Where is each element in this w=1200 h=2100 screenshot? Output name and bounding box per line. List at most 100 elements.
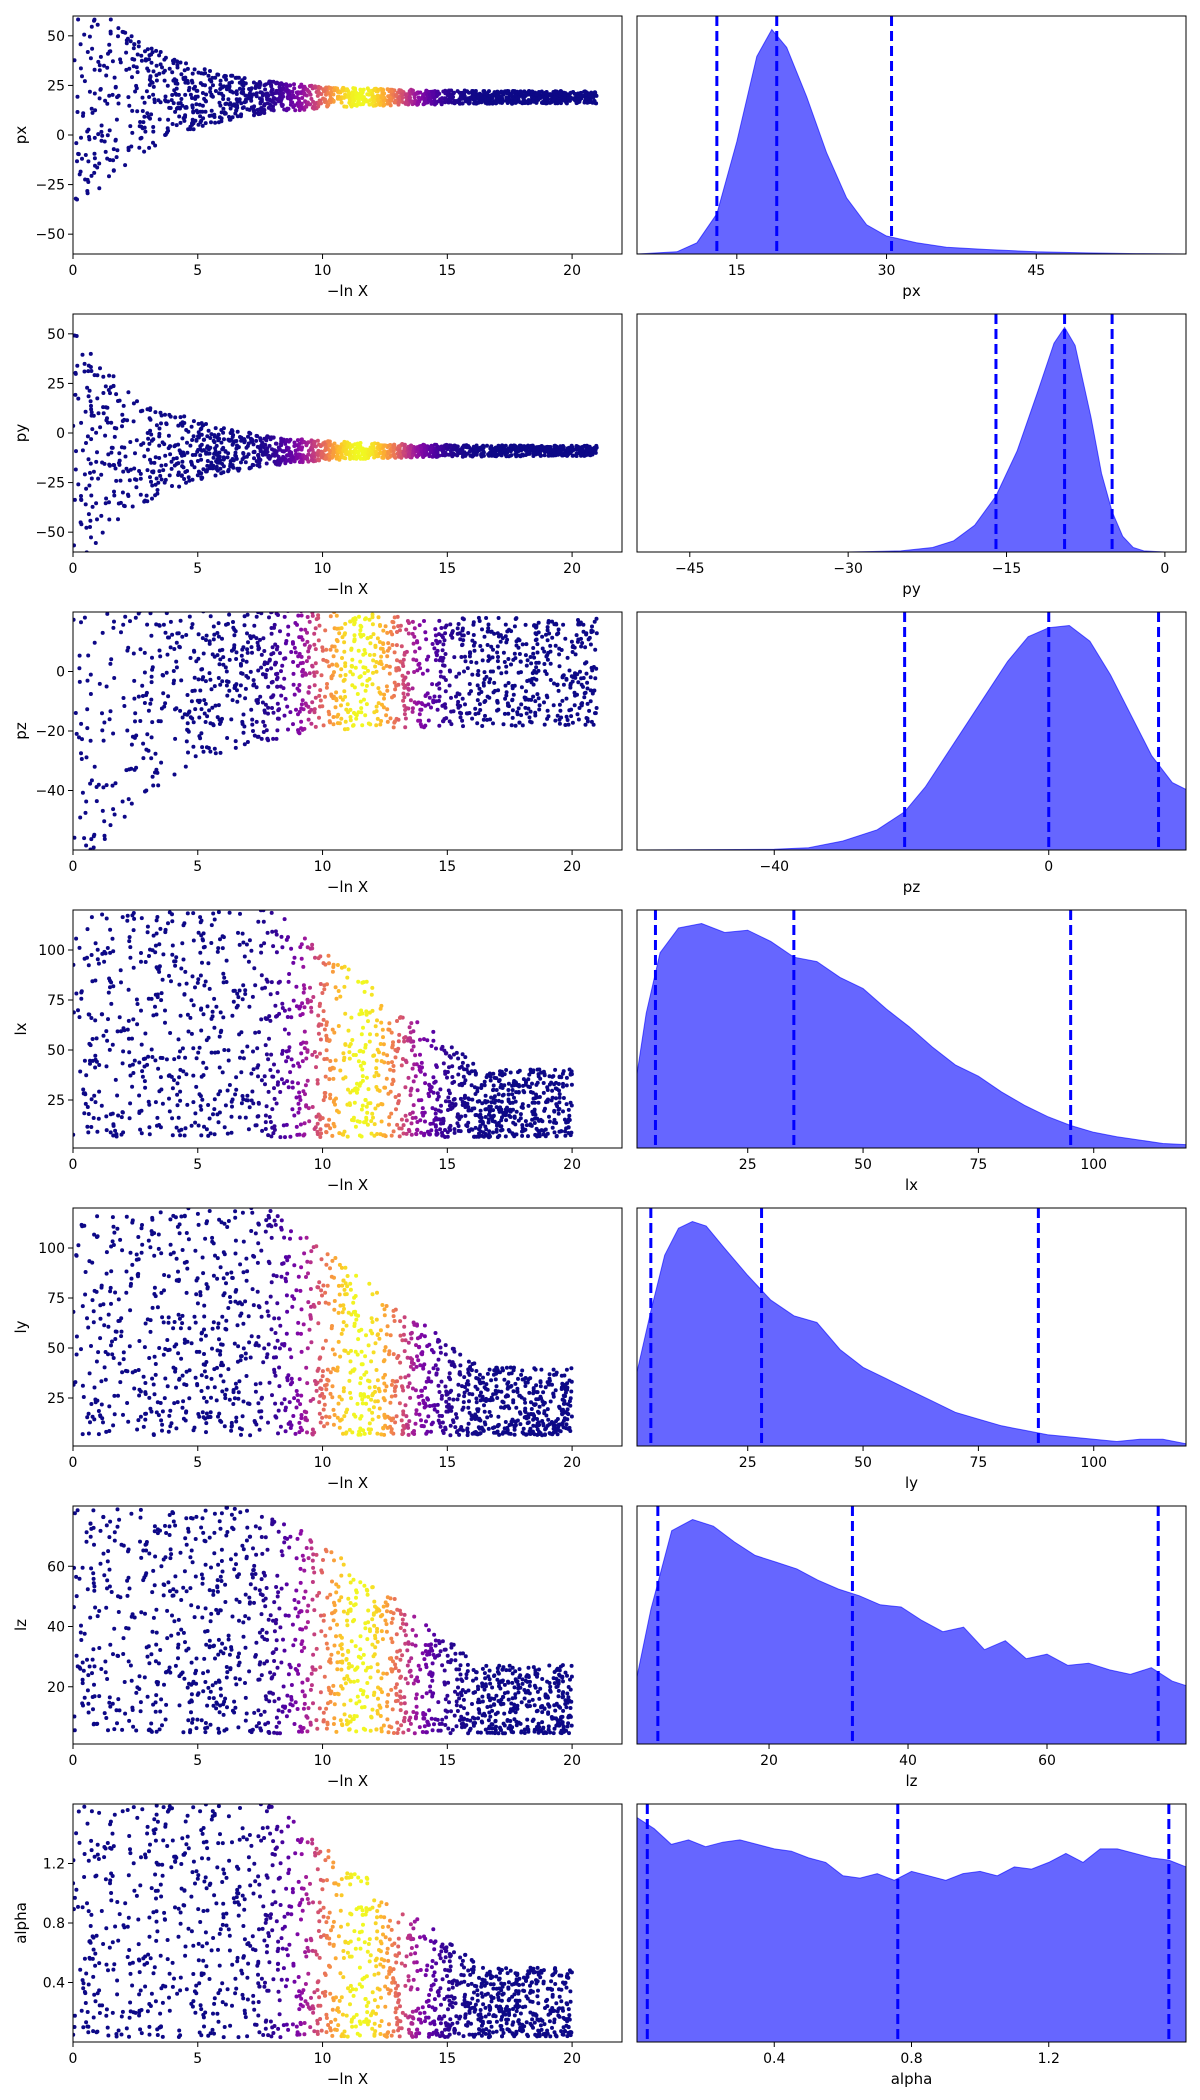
scatter-point xyxy=(221,662,226,667)
scatter-point xyxy=(284,438,289,442)
scatter-point xyxy=(130,108,135,113)
scatter-point xyxy=(270,645,275,650)
scatter-point xyxy=(107,1047,112,1052)
scatter-point xyxy=(170,122,175,126)
scatter-point xyxy=(265,930,270,935)
scatter-point xyxy=(96,411,101,416)
scatter-point xyxy=(264,91,269,96)
scatter-point xyxy=(174,456,179,461)
right-xtick-label-2-0: −40 xyxy=(759,859,789,875)
scatter-point xyxy=(349,444,354,449)
scatter-point xyxy=(309,96,314,101)
scatter-point xyxy=(282,107,287,112)
scatter-point xyxy=(107,42,112,47)
scatter-point xyxy=(203,98,208,103)
scatter-point xyxy=(529,697,534,702)
left-xtick-label-0-4: 20 xyxy=(563,263,581,279)
scatter-point xyxy=(151,129,156,134)
scatter-point xyxy=(407,94,412,99)
scatter-point xyxy=(232,627,237,632)
scatter-point xyxy=(329,676,334,681)
scatter-point xyxy=(574,633,579,638)
scatter-point xyxy=(80,852,84,856)
scatter-point xyxy=(128,467,133,472)
scatter-point xyxy=(253,86,258,90)
scatter-point xyxy=(126,797,131,802)
scatter-point xyxy=(87,388,92,393)
scatter-point xyxy=(286,632,291,637)
scatter-point xyxy=(151,575,155,579)
scatter-point xyxy=(582,100,587,105)
scatter-point xyxy=(78,66,83,71)
scatter-point xyxy=(417,623,422,628)
scatter-point xyxy=(255,111,260,116)
scatter-point xyxy=(182,712,187,717)
scatter-point xyxy=(372,94,377,99)
scatter-point xyxy=(184,78,189,83)
scatter-point xyxy=(101,391,106,395)
scatter-point xyxy=(585,680,590,685)
scatter-point xyxy=(460,642,465,647)
scatter-point xyxy=(391,452,396,457)
scatter-point xyxy=(504,95,509,100)
scatter-point xyxy=(145,732,150,737)
scatter-point xyxy=(349,646,354,651)
scatter-point xyxy=(249,948,254,953)
scatter-point xyxy=(442,638,447,643)
scatter-point xyxy=(490,96,495,101)
scatter-point xyxy=(134,546,138,550)
scatter-point xyxy=(230,698,235,703)
scatter-point xyxy=(202,698,207,703)
scatter-point xyxy=(111,158,116,163)
left-xtick-label-0-1: 5 xyxy=(193,263,202,279)
scatter-point xyxy=(370,622,375,627)
scatter-point xyxy=(377,443,382,448)
scatter-point xyxy=(505,701,510,706)
scatter-point xyxy=(141,441,146,446)
scatter-point xyxy=(454,694,458,699)
scatter-point xyxy=(178,606,182,610)
scatter-point xyxy=(442,717,447,721)
right-frame-1 xyxy=(636,313,1187,553)
scatter-point xyxy=(141,756,146,761)
right-xtick-label-1-1: −30 xyxy=(833,561,863,577)
scatter-point xyxy=(86,653,91,658)
scatter-point xyxy=(522,444,527,449)
scatter-point xyxy=(516,706,521,711)
scatter-point xyxy=(588,699,593,704)
scatter-point xyxy=(384,684,389,689)
scatter-point xyxy=(131,64,136,69)
scatter-point xyxy=(149,756,154,761)
scatter-point xyxy=(105,133,110,138)
scatter-point xyxy=(545,638,550,643)
scatter-point xyxy=(204,603,208,607)
scatter-point xyxy=(398,452,402,457)
scatter-point xyxy=(387,671,392,676)
scatter-point xyxy=(296,728,300,733)
scatter-point xyxy=(570,650,575,654)
scatter-point xyxy=(261,92,266,97)
scatter-point xyxy=(426,718,431,723)
scatter-point xyxy=(334,996,339,1001)
scatter-point xyxy=(80,74,84,79)
scatter-point xyxy=(504,670,509,675)
scatter-point xyxy=(262,708,267,713)
scatter-point xyxy=(418,1037,422,1042)
scatter-point xyxy=(149,112,154,117)
posterior-panel-pz: −40 0pz xyxy=(636,611,1187,896)
scatter-point xyxy=(215,601,219,605)
scatter-point xyxy=(400,95,405,100)
scatter-point xyxy=(213,473,218,478)
scatter-point xyxy=(506,681,511,685)
scatter-point xyxy=(570,453,575,458)
scatter-point xyxy=(567,668,572,673)
scatter-point xyxy=(401,657,406,662)
scatter-point xyxy=(496,655,500,659)
scatter-point xyxy=(313,84,318,89)
scatter-point xyxy=(111,807,116,812)
scatter-point xyxy=(332,612,337,615)
scatter-point xyxy=(209,108,214,113)
scatter-point xyxy=(567,708,572,713)
scatter-point xyxy=(424,637,429,642)
scatter-point xyxy=(460,616,465,621)
